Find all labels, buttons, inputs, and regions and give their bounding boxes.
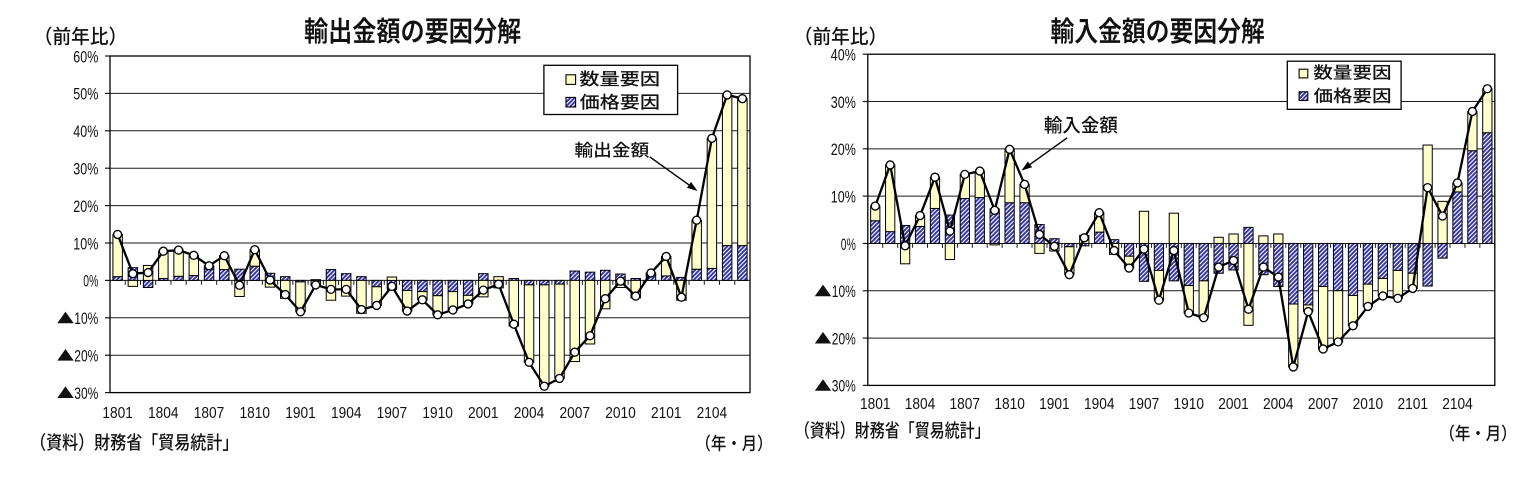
svg-text:0%: 0% xyxy=(841,236,856,254)
svg-text:2001: 2001 xyxy=(1218,396,1249,413)
svg-text:2010: 2010 xyxy=(605,405,636,422)
svg-text:1801: 1801 xyxy=(102,405,133,422)
svg-text:2104: 2104 xyxy=(697,405,728,422)
svg-text:1810: 1810 xyxy=(240,405,271,422)
svg-text:2104: 2104 xyxy=(1442,396,1473,413)
svg-text:40%: 40% xyxy=(73,123,98,141)
svg-text:10%: 10% xyxy=(831,188,856,206)
svg-text:20%: 20% xyxy=(74,348,98,366)
svg-text:2010: 2010 xyxy=(1353,396,1384,413)
svg-text:10%: 10% xyxy=(74,310,98,328)
svg-text:1904: 1904 xyxy=(331,405,362,422)
svg-text:1801: 1801 xyxy=(860,396,891,413)
svg-text:20%: 20% xyxy=(832,330,856,348)
svg-text:2101: 2101 xyxy=(1397,396,1428,413)
svg-text:40%: 40% xyxy=(831,47,856,65)
svg-text:1807: 1807 xyxy=(950,396,981,413)
svg-text:20%: 20% xyxy=(831,141,856,159)
svg-text:1804: 1804 xyxy=(148,405,179,422)
svg-text:1901: 1901 xyxy=(285,405,316,422)
svg-text:1910: 1910 xyxy=(422,405,453,422)
svg-text:30%: 30% xyxy=(832,378,856,396)
svg-text:10%: 10% xyxy=(832,283,856,301)
svg-text:2101: 2101 xyxy=(651,405,682,422)
svg-text:2004: 2004 xyxy=(1263,396,1294,413)
svg-text:1907: 1907 xyxy=(377,405,408,422)
svg-text:1901: 1901 xyxy=(1039,396,1070,413)
svg-text:1810: 1810 xyxy=(994,396,1025,413)
svg-text:2007: 2007 xyxy=(560,405,591,422)
svg-text:2004: 2004 xyxy=(514,405,545,422)
svg-text:0%: 0% xyxy=(83,273,98,291)
svg-text:2001: 2001 xyxy=(468,405,499,422)
svg-text:50%: 50% xyxy=(73,86,98,104)
svg-text:1907: 1907 xyxy=(1129,396,1160,413)
svg-text:60%: 60% xyxy=(73,48,98,66)
svg-text:30%: 30% xyxy=(831,94,856,112)
svg-text:30%: 30% xyxy=(73,161,98,179)
svg-text:10%: 10% xyxy=(73,235,98,253)
svg-text:1807: 1807 xyxy=(194,405,225,422)
svg-text:1910: 1910 xyxy=(1174,396,1205,413)
svg-text:2007: 2007 xyxy=(1308,396,1339,413)
svg-text:30%: 30% xyxy=(74,385,98,403)
svg-text:20%: 20% xyxy=(73,198,98,216)
svg-text:1804: 1804 xyxy=(905,396,936,413)
svg-text:1904: 1904 xyxy=(1084,396,1115,413)
